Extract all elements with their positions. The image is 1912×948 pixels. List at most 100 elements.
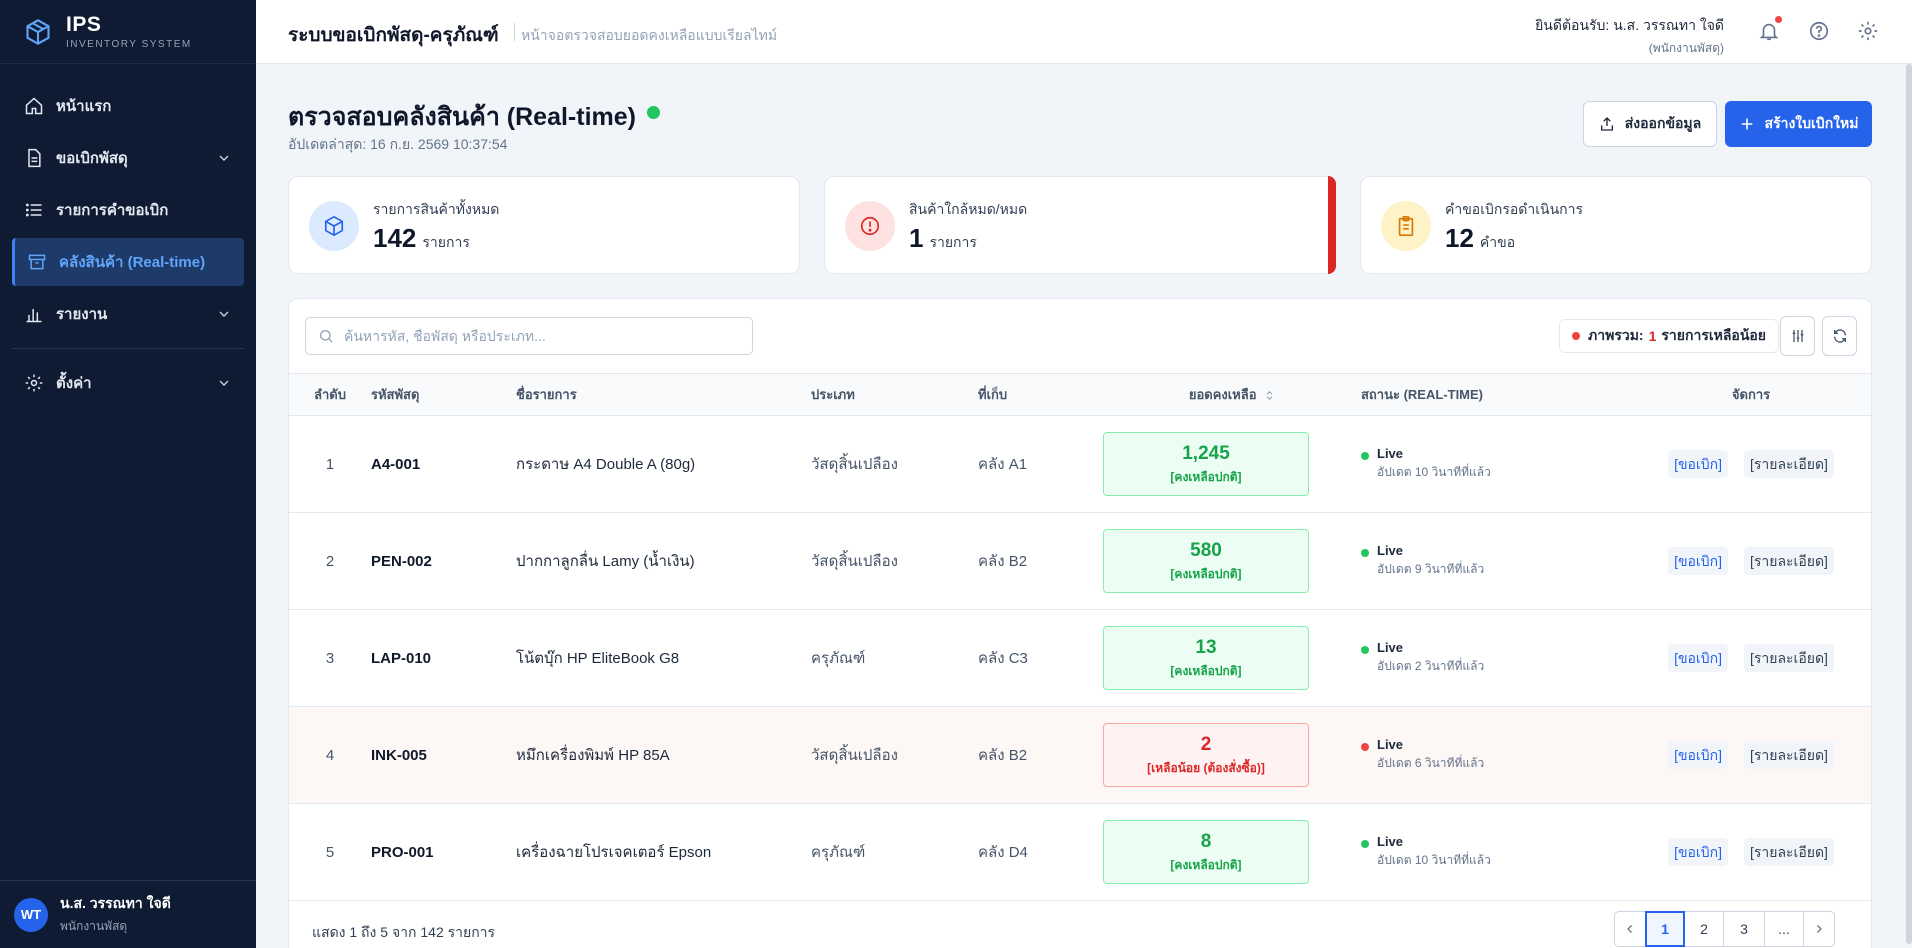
user-profile[interactable]: WT น.ส. วรรณทา ใจดี พนักงานพัสดุ <box>0 880 256 948</box>
cell-name: โน้ตบุ๊ก HP EliteBook G8 <box>516 650 680 667</box>
table-row[interactable]: 2 PEN-002 ปากกาลูกลื่น Lamy (น้ำเงิน) วัสดุ… <box>289 513 1871 610</box>
stat-unit: รายการ <box>929 234 977 250</box>
detail-button[interactable]: [รายละเอียด] <box>1743 838 1834 866</box>
column-header-stock[interactable]: ยอดคงเหลือ <box>1103 374 1361 416</box>
detail-button[interactable]: [รายละเอียด] <box>1743 741 1834 769</box>
sliders-icon <box>1792 330 1803 342</box>
request-button[interactable]: [ขอเบิก] <box>1668 644 1728 672</box>
search-icon <box>320 330 333 343</box>
detail-button[interactable]: [รายละเอียด] <box>1743 450 1834 478</box>
home-icon <box>25 97 43 115</box>
sidebar-item-settings[interactable]: ตั้งค่า <box>0 359 256 407</box>
cell-no: 3 <box>325 649 335 667</box>
cell-no: 2 <box>325 552 335 570</box>
stat-number: 1 <box>909 223 924 253</box>
create-requisition-button[interactable]: สร้างใบเบิกใหม่ <box>1725 101 1872 147</box>
last-updated: อัปเดตล่าสุด: 16 ก.ย. 2569 10:37:54 <box>288 136 508 152</box>
table-header-row: ลำดับ รหัสพัสดุ ชื่อรายการ ประเภท ที่เก็… <box>289 373 1871 416</box>
detail-button[interactable]: [รายละเอียด] <box>1743 644 1834 672</box>
page-button-1[interactable]: 1 <box>1645 911 1685 947</box>
status-indicator: Live อัปเดต 2 วินาทีที่แล้ว <box>1361 640 1629 676</box>
stat-value: 142 รายการ <box>373 223 470 254</box>
stat-number: 12 <box>1445 223 1474 253</box>
status-live: Live <box>1377 834 1404 849</box>
page-button-3[interactable]: 3 <box>1723 911 1765 947</box>
search-box[interactable] <box>305 317 753 355</box>
stat-unit: คำขอ <box>1479 234 1516 250</box>
table-row[interactable]: 4 INK-005 หมึกเครื่องพิมพ์ HP 85A วัสดุสิ้น… <box>289 706 1871 804</box>
bell-icon <box>1759 23 1779 41</box>
chevron-right-icon <box>1817 925 1822 933</box>
export-button[interactable]: ส่งออกข้อมูล <box>1583 101 1717 147</box>
page-ellipsis: ... <box>1764 911 1804 947</box>
help-button[interactable] <box>1808 20 1830 42</box>
cell-location: คลัง B2 <box>978 747 1028 764</box>
inventory-table: ลำดับ รหัสพัสดุ ชื่อรายการ ประเภท ที่เก็… <box>289 373 1871 901</box>
cell-code: A4-001 <box>371 455 421 473</box>
request-button[interactable]: [ขอเบิก] <box>1668 741 1728 769</box>
user-role: พนักงานพัสดุ <box>60 919 128 933</box>
filter-button[interactable] <box>1780 316 1815 356</box>
sidebar-item-reports[interactable]: รายงาน <box>0 290 256 338</box>
table-row[interactable]: 5 PRO-001 เครื่องฉายโปรเจคเตอร์ Epson ครุภั… <box>289 804 1871 901</box>
column-header-code[interactable]: รหัสพัสดุ <box>371 387 420 402</box>
status-dot <box>1361 549 1369 557</box>
request-button[interactable]: [ขอเบิก] <box>1668 547 1728 575</box>
pagination-summary: แสดง 1 ถึง 5 จาก 142 รายการ <box>312 924 496 940</box>
brand-name: IPS <box>66 12 102 36</box>
stat-value: 12 คำขอ <box>1445 223 1515 254</box>
sidebar-item-label: คลังสินค้า (Real-time) <box>59 254 206 271</box>
request-button[interactable]: [ขอเบิก] <box>1668 450 1728 478</box>
table-row[interactable]: 3 LAP-010 โน้ตบุ๊ก HP EliteBook G8 ครุภัณฑ์… <box>289 610 1871 707</box>
overview-badge: ภาพรวม: 1 รายการเหลือน้อย <box>1559 319 1780 353</box>
page-button-2[interactable]: 2 <box>1684 911 1724 947</box>
cell-actions: [ขอเบิก] [รายละเอียด] <box>1629 610 1871 707</box>
column-header-status[interactable]: สถานะ (REAL-TIME) <box>1361 387 1484 402</box>
cell-stock: 13 [คงเหลือปกติ] <box>1103 610 1361 707</box>
status-updated: อัปเดต 2 วินาทีที่แล้ว <box>1377 659 1485 673</box>
column-header-no[interactable]: ลำดับ <box>314 387 346 402</box>
sidebar-item-requests[interactable]: รายการคำขอเบิก <box>0 186 256 234</box>
cell-stock: 8 [คงเหลือปกติ] <box>1103 804 1361 901</box>
overview-prefix: ภาพรวม: <box>1588 327 1644 343</box>
search-input[interactable] <box>344 328 724 344</box>
stat-card-pending-requests: คำขอเบิกรอดำเนินการ 12 คำขอ <box>1360 176 1872 274</box>
nav-divider <box>12 348 244 349</box>
request-button[interactable]: [ขอเบิก] <box>1668 838 1728 866</box>
prev-page-button[interactable] <box>1614 911 1646 947</box>
cell-category: วัสดุสิ้นเปลือง <box>811 456 898 473</box>
archive-icon <box>28 254 46 270</box>
status-updated: อัปเดต 10 วินาทีที่แล้ว <box>1377 853 1491 867</box>
column-header-category[interactable]: ประเภท <box>811 387 855 402</box>
column-header-name[interactable]: ชื่อรายการ <box>516 387 577 402</box>
scrollbar-thumb[interactable] <box>1906 64 1912 944</box>
chevron-down-icon <box>219 155 229 161</box>
sidebar-item-home[interactable]: หน้าแรก <box>0 82 256 130</box>
cell-location: คลัง B2 <box>978 553 1028 570</box>
column-header-location[interactable]: ที่เก็บ <box>978 387 1008 402</box>
notifications-button[interactable] <box>1758 16 1782 42</box>
sidebar-item-requisition[interactable]: ขอเบิกพัสดุ <box>0 134 256 182</box>
settings-button[interactable] <box>1857 20 1879 42</box>
sidebar-item-warehouse[interactable]: คลังสินค้า (Real-time) <box>12 238 244 286</box>
top-header: ระบบขอเบิกพัสดุ-ครุภัณฑ์ หน้าจอตรวจสอบยอ… <box>256 0 1912 64</box>
welcome-line: ยินดีต้อนรับ: น.ส. วรรณทา ใจดี <box>1535 17 1724 33</box>
table-body: 1 A4-001 กระดาษ A4 Double A (80g) วัสดุสิ้น… <box>289 416 1871 901</box>
brand[interactable]: IPS INVENTORY SYSTEM <box>0 0 256 64</box>
status-dot <box>1361 452 1369 460</box>
cell-code: PEN-002 <box>371 552 432 570</box>
clipboard-icon <box>1381 201 1431 251</box>
next-page-button[interactable] <box>1803 911 1835 947</box>
status-indicator: Live อัปเดต 6 วินาทีที่แล้ว <box>1361 737 1629 773</box>
document-icon <box>28 148 41 168</box>
alert-circle-icon <box>845 201 895 251</box>
refresh-button[interactable] <box>1822 316 1857 356</box>
detail-button[interactable]: [รายละเอียด] <box>1743 547 1834 575</box>
chevron-down-icon <box>219 311 229 317</box>
cell-status: Live อัปเดต 6 วินาทีที่แล้ว <box>1361 707 1629 804</box>
cell-actions: [ขอเบิก] [รายละเอียด] <box>1629 804 1871 901</box>
stock-box: 13 [คงเหลือปกติ] <box>1103 626 1309 690</box>
cell-status: Live อัปเดต 10 วินาทีที่แล้ว <box>1361 416 1629 513</box>
stock-box: 1,245 [คงเหลือปกติ] <box>1103 432 1309 496</box>
table-row[interactable]: 1 A4-001 กระดาษ A4 Double A (80g) วัสดุสิ้น… <box>289 416 1871 513</box>
